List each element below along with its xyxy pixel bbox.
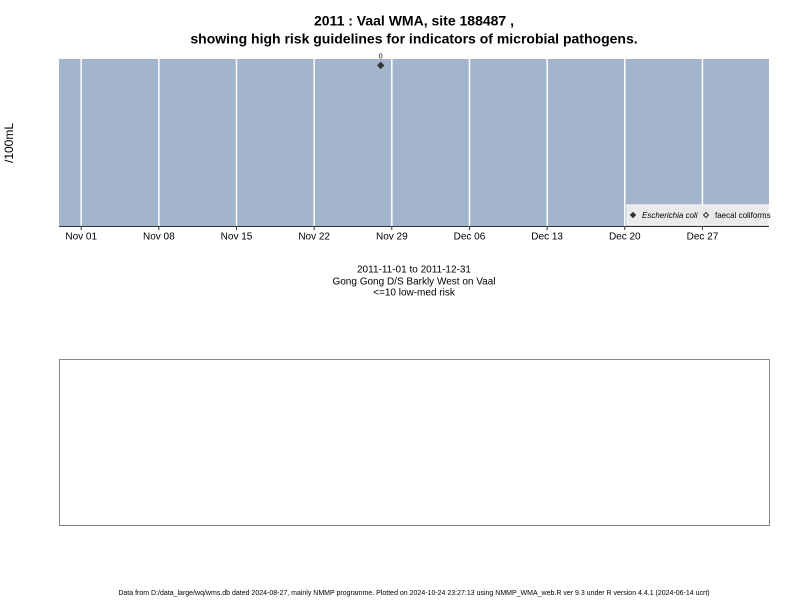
x-tick-label: Dec 27 (687, 232, 719, 243)
value-label: 0 (379, 53, 383, 60)
empty-panel (59, 359, 770, 526)
legend-marker (702, 211, 710, 219)
x-tick-label: Nov 01 (65, 232, 97, 243)
legend-box (626, 204, 770, 226)
x-tick-label: Nov 22 (298, 232, 330, 243)
footer: Data from D:/data_large/wq/wms.db dated … (118, 590, 709, 597)
chart-title: 2011 : Vaal WMA, site 188487 , (314, 13, 514, 29)
legend-label: Escherichia coli (642, 211, 698, 220)
data-point (377, 61, 385, 70)
caption: 2011-11-01 to 2011-12-31 (357, 265, 471, 276)
x-tick-label: Nov 08 (143, 232, 175, 243)
x-tick-label: Dec 20 (609, 232, 641, 243)
legend-label: faecal coliforms (715, 211, 771, 220)
chart-subtitle: showing high risk guidelines for indicat… (190, 31, 637, 47)
x-tick-label: Nov 15 (221, 232, 253, 243)
x-tick-label: Dec 06 (454, 232, 486, 243)
caption: <=10 low-med risk (373, 288, 456, 299)
caption: Gong Gong D/S Barkly West on Vaal (332, 277, 495, 288)
plot-background (59, 59, 769, 226)
legend-marker (629, 211, 637, 219)
y-axis-label: /100mL (2, 123, 16, 163)
legend: Escherichia coli faecal coliforms (626, 204, 771, 226)
x-tick-label: Nov 29 (376, 232, 408, 243)
x-tick-label: Dec 13 (531, 232, 563, 243)
